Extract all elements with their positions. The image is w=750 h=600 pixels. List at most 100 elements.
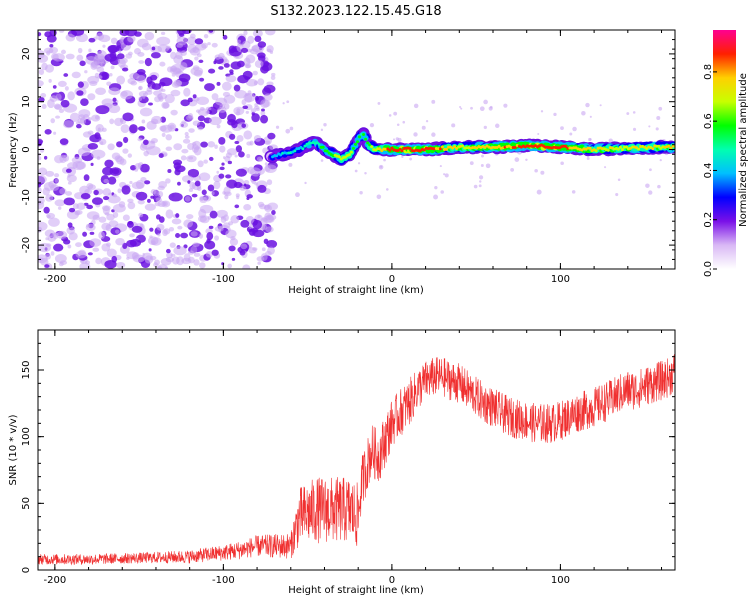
heatmap-noise-cell (201, 189, 207, 196)
heatmap-noise-cell (47, 235, 56, 242)
heatmap-noise-cell (49, 184, 59, 191)
heatmap-ridge-cell (616, 147, 620, 151)
heatmap-noise-cell (62, 120, 74, 129)
heatmap-noise-cell (122, 148, 129, 154)
heatmap-ridge-cell (667, 144, 671, 148)
heatmap-noise-cell (38, 242, 51, 253)
heatmap-ridge-cell (321, 145, 325, 149)
heatmap-noise-cell (266, 239, 278, 249)
heatmap-ridge-cell (483, 146, 487, 150)
heatmap-noise-cell (189, 33, 196, 39)
heatmap-noise-cell (234, 204, 240, 209)
heatmap-noise-cell (211, 249, 219, 256)
spectrogram-x-axis: -200 -100 0 100 (44, 30, 663, 285)
heatmap-noise-cell (82, 131, 92, 138)
heatmap-speck (433, 194, 439, 200)
spectrogram-x-tick-label: -200 (44, 274, 67, 285)
heatmap-noise-cell (122, 112, 134, 122)
heatmap-speck (655, 127, 659, 131)
heatmap-noise-cell (144, 203, 156, 211)
heatmap-noise-cell (143, 92, 146, 96)
heatmap-speck (560, 126, 564, 131)
heatmap-noise-cell (98, 34, 111, 43)
heatmap-ridge-cell (356, 140, 360, 144)
heatmap-ridge-cell (651, 147, 655, 151)
heatmap-ridge-cell (390, 146, 394, 150)
heatmap-speck (275, 125, 280, 129)
heatmap-noise-cell (76, 202, 86, 210)
heatmap-noise-cell (206, 232, 214, 241)
heatmap-noise-cell (235, 168, 247, 177)
heatmap-speck (286, 100, 290, 104)
heatmap-noise-cell (43, 155, 48, 160)
heatmap-noise-cell (127, 51, 133, 56)
heatmap-noise-cell (112, 194, 118, 198)
heatmap-noise-cell (194, 38, 204, 45)
heatmap-speck (413, 103, 419, 109)
heatmap-noise-cell (216, 81, 221, 86)
heatmap-noise-cell (38, 186, 42, 195)
heatmap-noise-cell (38, 32, 42, 37)
heatmap-noise-cell (204, 83, 215, 92)
heatmap-ridge-cell (637, 147, 641, 151)
heatmap-noise-cell (120, 91, 128, 97)
heatmap-noise-cell (225, 174, 232, 179)
heatmap-speck (378, 164, 384, 170)
heatmap-noise-cell (195, 109, 201, 113)
heatmap-noise-cell (219, 145, 226, 153)
heatmap-noise-cell (216, 170, 220, 174)
heatmap-speck (569, 132, 573, 136)
heatmap-noise-cell (131, 225, 143, 233)
heatmap-noise-cell (181, 120, 187, 125)
heatmap-noise-cell (266, 48, 272, 53)
heatmap-noise-cell (109, 52, 117, 59)
heatmap-noise-cell (243, 30, 248, 36)
heatmap-noise-cell (157, 185, 165, 191)
heatmap-noise-cell (57, 80, 67, 88)
heatmap-noise-cell (180, 99, 190, 107)
heatmap-noise-cell (197, 115, 205, 122)
heatmap-ridge-cell (366, 141, 370, 145)
heatmap-noise-cell (165, 209, 174, 219)
heatmap-speck (282, 102, 285, 105)
heatmap-noise-cell (138, 212, 144, 218)
heatmap-speck (560, 161, 564, 166)
heatmap-speck (396, 123, 400, 127)
colorbar-ticks: 0.0 0.2 0.4 0.6 0.8 (703, 64, 717, 277)
heatmap-noise-cell (123, 136, 129, 144)
heatmap-noise-cell (107, 195, 121, 204)
heatmap-noise-cell (92, 214, 100, 221)
heatmap-noise-cell (54, 199, 66, 207)
heatmap-noise-cell (217, 106, 227, 113)
heatmap-noise-cell (110, 65, 115, 70)
heatmap-noise-cell (190, 245, 198, 254)
heatmap-speck (483, 99, 488, 105)
heatmap-speck (633, 127, 637, 131)
heatmap-noise-cell (141, 119, 146, 124)
heatmap-noise-cell (55, 115, 61, 119)
heatmap-ridge-cell (497, 144, 501, 148)
heatmap-noise-cell (165, 256, 175, 263)
heatmap-noise-cell (180, 155, 187, 161)
heatmap-noise-cell (97, 75, 103, 79)
heatmap-noise-cell (44, 129, 52, 135)
heatmap-noise-cell (38, 254, 48, 264)
heatmap-ridge-cell (325, 149, 329, 153)
heatmap-noise-cell (165, 45, 171, 50)
heatmap-noise-cell (104, 212, 110, 216)
heatmap-noise-cell (90, 149, 106, 159)
heatmap-speck (402, 120, 406, 124)
heatmap-ridge-cell (349, 150, 353, 154)
heatmap-noise-cell (88, 48, 92, 53)
heatmap-noise-cell (79, 262, 91, 269)
spectrogram-y-tick-label: 0 (21, 146, 32, 152)
heatmap-noise-cell (92, 247, 100, 252)
heatmap-speck (540, 170, 545, 175)
heatmap-noise-cell (216, 124, 221, 129)
heatmap-noise-cell (38, 138, 44, 145)
heatmap-ridge-cell (513, 145, 517, 149)
heatmap-noise-cell (254, 35, 262, 43)
heatmap-noise-cell (175, 213, 180, 218)
heatmap-noise-cell (264, 212, 272, 221)
heatmap-speck (581, 110, 586, 116)
